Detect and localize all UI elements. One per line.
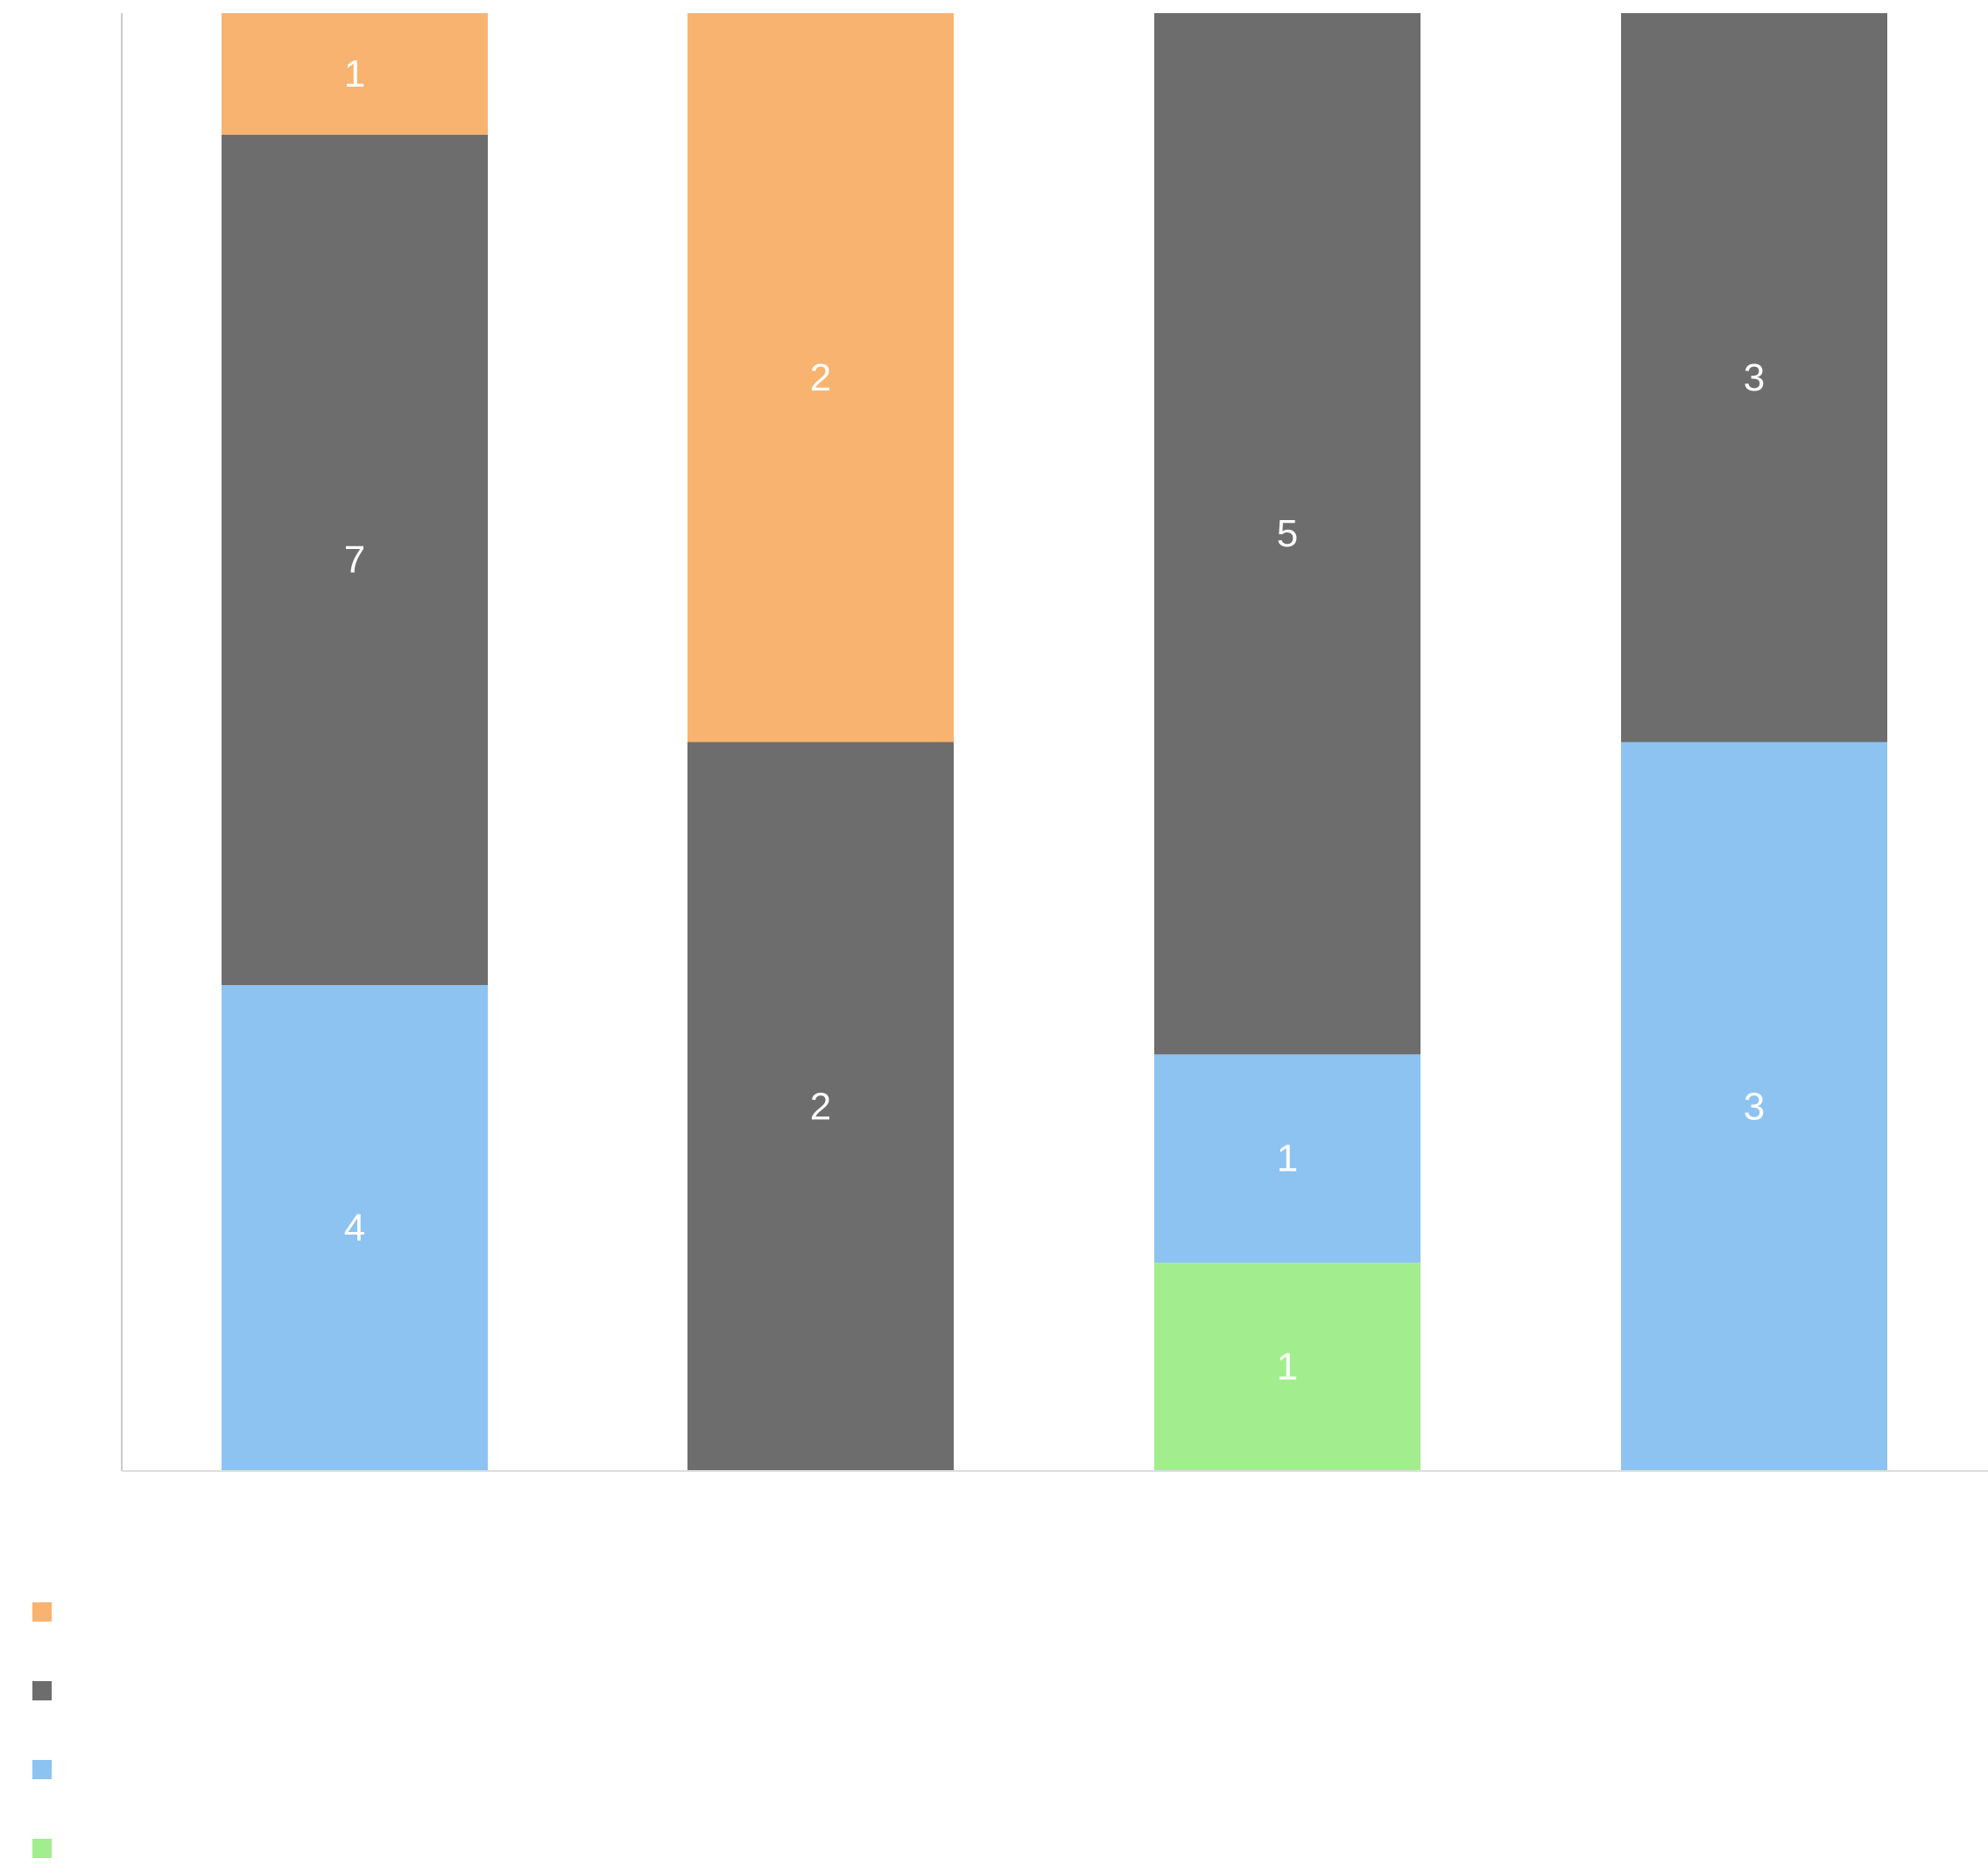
bar-segment bbox=[687, 13, 954, 742]
legend-item bbox=[32, 1839, 52, 1858]
bars-group bbox=[222, 13, 1887, 1471]
legend-swatch bbox=[32, 1760, 52, 1779]
data-label: 5 bbox=[1277, 512, 1298, 555]
bar-segment bbox=[222, 985, 488, 1471]
data-label: 1 bbox=[344, 53, 365, 95]
legend-item bbox=[32, 1760, 52, 1779]
bar-segment bbox=[1154, 13, 1421, 1055]
data-label: 1 bbox=[1277, 1137, 1298, 1180]
bar-segment bbox=[1154, 1054, 1421, 1263]
data-label: 2 bbox=[810, 1085, 831, 1128]
legend-swatch bbox=[32, 1602, 52, 1622]
legend-item bbox=[32, 1602, 52, 1622]
data-label: 7 bbox=[344, 538, 365, 581]
data-label: 1 bbox=[1277, 1346, 1298, 1389]
bar-segment bbox=[1621, 742, 1887, 1471]
bar-segment bbox=[1621, 13, 1887, 742]
legend-swatch bbox=[32, 1839, 52, 1858]
bar-segment bbox=[222, 13, 488, 135]
bar-segment bbox=[687, 742, 954, 1471]
bar-segment bbox=[1154, 1263, 1421, 1471]
data-label: 3 bbox=[1744, 356, 1765, 399]
bar-segment bbox=[222, 134, 488, 985]
data-label: 3 bbox=[1744, 1085, 1765, 1128]
data-labels-group: 4 7 1 2 2 1 1 5 3 3 bbox=[344, 53, 1765, 1389]
legend-item bbox=[32, 1681, 52, 1700]
legend bbox=[32, 1602, 52, 1858]
data-label: 2 bbox=[810, 356, 831, 399]
data-label: 4 bbox=[344, 1207, 365, 1249]
legend-swatch bbox=[32, 1681, 52, 1700]
